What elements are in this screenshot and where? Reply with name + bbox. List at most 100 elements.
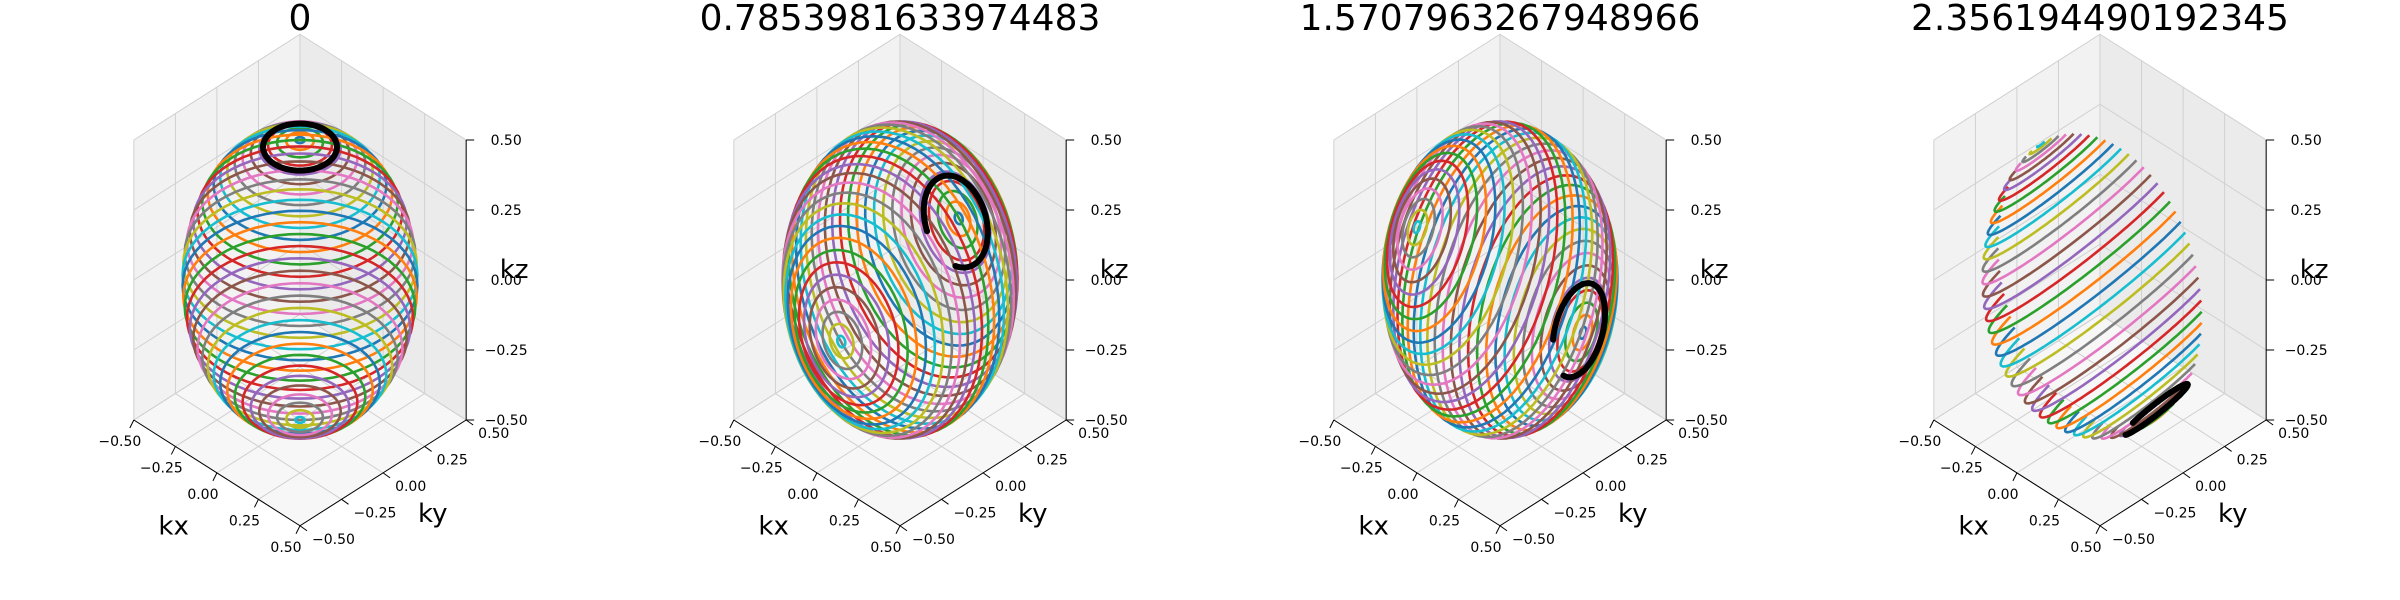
x-tick [2095,525,2101,534]
grid-line [1499,103,1667,211]
y-tick-label: 0.25 [437,452,468,468]
series-curve [835,334,847,349]
x-tick-label: 0.50 [1470,540,1501,556]
y-tick [382,472,391,479]
series-curve [2002,133,2083,192]
series-curve [830,120,1019,389]
series-curve [1997,134,2091,202]
series-curve [1989,139,2107,225]
y-tick [1499,525,1508,532]
y-tick-label: 0.50 [1678,426,1709,442]
x-axis-label: kx [1358,511,1388,541]
x-axis-label: kx [758,511,788,541]
subplot-3: −0.50−0.250.000.250.50 −0.50−0.250.000.25… [1898,0,2328,556]
grid-line [1499,173,1667,281]
series-curve [1984,147,2123,249]
x-tick-label: 0.00 [187,487,218,503]
series-curve [2055,322,2203,430]
tick-labels: −0.50−0.250.000.250.50 −0.50−0.250.000.25… [698,133,1127,556]
series-curve [2014,133,2067,173]
y-tick-label: 0.50 [2278,426,2309,442]
subplot-title: 0 [289,0,312,39]
y-tick-label: −0.50 [312,532,355,548]
grid-line [133,103,301,211]
series-curve [1999,231,2187,368]
y-tick-label: 0.25 [1037,452,1068,468]
series-curve [1385,159,1470,309]
y-tick [341,498,349,505]
subplot-2: −0.50−0.250.000.250.50 −0.50−0.250.000.25… [1298,0,1728,556]
series-curve [1412,127,1582,429]
z-tick-label: −0.25 [1085,343,1128,359]
y-axis-label: ky [2218,499,2248,529]
series-curve [183,232,417,383]
z-tick-label: 0.50 [491,133,522,149]
y-tick-label: 0.50 [1078,426,1109,442]
z-tick-label: −0.50 [485,413,528,429]
x-axis-label: kx [1958,511,1988,541]
y-tick-label: −0.25 [954,505,997,521]
subplot-0: −0.50−0.250.000.250.50 −0.50−0.250.000.25… [98,0,528,556]
highlight-curve [920,172,991,271]
subplot-title: 1.5707963267948966 [1300,0,1701,39]
series-curve [1406,208,1429,247]
x-tick-label: −0.50 [98,434,141,450]
x-tick-label: −0.50 [698,434,741,450]
x-tick-label: −0.50 [1298,434,1341,450]
series-curve [828,322,855,360]
grid-line [299,103,467,211]
z-tick-label: −0.25 [1685,343,1728,359]
z-tick-label: 0.00 [1691,273,1722,289]
x-tick [812,472,818,482]
sphere-curves [1381,120,1619,440]
grid-line [133,33,301,141]
series-curve [1391,177,1453,284]
series-curve [1418,131,1588,433]
x-tick [854,499,859,508]
z-tick-label: 0.50 [1691,133,1722,149]
series-curve [275,126,325,159]
y-tick-label: 0.50 [478,426,509,442]
series-curve [814,298,873,381]
x-tick-label: −0.50 [1898,434,1941,450]
y-tick [465,419,474,426]
y-tick [2099,525,2108,532]
z-axis-label: kz [2300,255,2329,285]
z-tick-label: 0.25 [491,203,522,219]
z-tick-label: 0.00 [491,273,522,289]
series-curve [927,179,986,262]
z-tick-label: 0.25 [1691,203,1722,219]
subplot-title: 2.356194490192345 [1911,0,2289,39]
y-axis-label: ky [1018,499,1048,529]
y-tick [1024,446,1032,452]
y-tick-label: −0.50 [2112,532,2155,548]
y-tick-label: −0.25 [354,505,397,521]
series-curve [2004,242,2191,378]
y-axis-label: ky [418,499,448,529]
subplot-1: −0.50−0.250.000.250.50 −0.50−0.250.000.25… [698,0,1128,556]
series-curve [2038,299,2203,419]
grid-line [299,33,467,141]
series-curve [784,213,937,431]
z-tick-label: −0.25 [2285,343,2328,359]
z-tick-label: −0.25 [485,343,528,359]
series-curve [294,415,306,425]
x-tick [2054,499,2059,508]
x-tick-label: 0.25 [229,513,260,529]
tick-labels: −0.50−0.250.000.250.50 −0.50−0.250.000.25… [98,133,527,556]
x-tick [770,446,776,455]
y-tick [1065,419,1074,426]
series-curve [1383,151,1479,321]
tick-labels: −0.50−0.250.000.250.50 −0.50−0.250.000.25… [1898,133,2327,556]
tick-labels: −0.50−0.250.000.250.50 −0.50−0.250.000.25… [1298,133,1727,556]
x-tick-label: −0.25 [1340,460,1383,476]
series-curve [284,408,316,430]
z-tick-label: −0.50 [2285,413,2328,429]
x-tick-label: −0.25 [140,460,183,476]
y-tick [2182,472,2191,479]
x-tick [212,472,218,482]
grid-line [1333,173,1501,281]
x-tick-label: 0.50 [270,540,301,556]
series-curve [1982,182,2159,311]
series-curve [1433,142,1600,439]
